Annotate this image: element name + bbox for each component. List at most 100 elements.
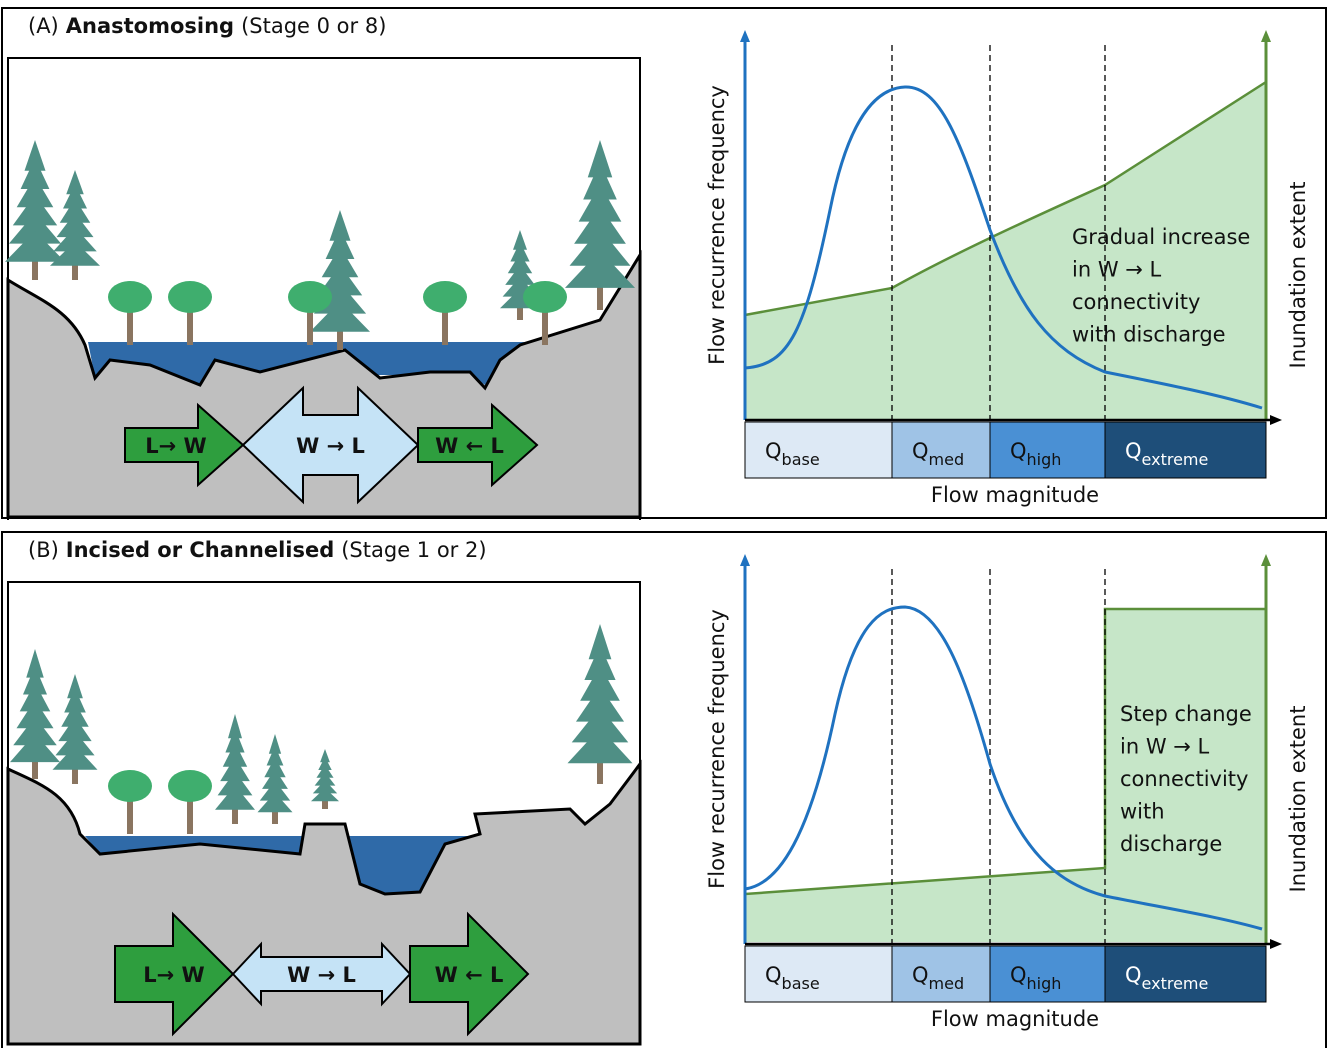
annotation: Gradual increase — [1072, 225, 1250, 249]
annotation: connectivity — [1120, 767, 1248, 791]
trunk — [442, 305, 448, 345]
tree-foliage — [5, 231, 65, 262]
tree-foliage — [168, 281, 212, 313]
panel-title: (A) Anastomosing (Stage 0 or 8) — [28, 14, 386, 38]
panel-label: (A) — [28, 14, 59, 38]
panel-title: (B) Incised or Channelised (Stage 1 or 2) — [28, 538, 487, 562]
tree-foliage — [314, 772, 336, 786]
tree-foliage — [329, 210, 351, 241]
tree-foliage — [215, 785, 255, 810]
tree-foliage — [505, 265, 535, 285]
tree-foliage — [571, 707, 629, 743]
tree-foliage — [311, 788, 339, 802]
tree-foliage — [19, 682, 51, 712]
tree-foliage — [23, 665, 47, 695]
bin-label: Qextreme — [1125, 439, 1208, 469]
trunk — [307, 305, 313, 345]
tree-foliage — [567, 728, 633, 764]
water — [85, 824, 470, 894]
tree-foliage — [523, 281, 567, 313]
exchange-arrow — [114, 911, 235, 1037]
axis-head — [1261, 30, 1271, 42]
axis-head — [740, 554, 750, 566]
tree-foliage — [64, 688, 86, 713]
bin-subscript: extreme — [1142, 974, 1209, 993]
bin-symbol: Q — [1125, 439, 1142, 463]
bin-subscript: high — [1027, 974, 1062, 993]
tree-foliage — [321, 246, 359, 278]
annotation: Step change — [1120, 702, 1252, 726]
annotation: with — [1120, 800, 1165, 824]
bin-label: Qbase — [765, 963, 820, 993]
tree-foliage — [580, 665, 620, 701]
frequency-curve — [744, 85, 1263, 410]
tree-foliage — [217, 771, 253, 796]
trunk — [542, 305, 548, 345]
panel-name: Anastomosing — [66, 14, 234, 38]
arrow-label: W ← L — [435, 434, 504, 458]
tree-foliage — [262, 769, 288, 789]
bin-subscript: high — [1027, 450, 1062, 469]
tree-foliage — [507, 253, 533, 274]
frequency-curve — [744, 605, 1263, 931]
tree-foliage — [588, 624, 612, 660]
tree-foliage — [52, 745, 98, 770]
tree-foliage — [584, 644, 616, 680]
tree-foliage — [26, 649, 44, 678]
tree-foliage — [16, 699, 54, 729]
tree-foliage — [310, 301, 370, 332]
flow-bin — [744, 421, 893, 479]
tree-foliage — [320, 749, 330, 763]
bin-subscript: extreme — [1142, 450, 1209, 469]
tree-foliage — [266, 745, 284, 766]
tree-foliage — [575, 686, 625, 722]
bin-symbol: Q — [765, 963, 782, 987]
bin-symbol: Q — [1010, 963, 1027, 987]
bin-label: Qmed — [912, 439, 964, 469]
tree-foliage — [66, 170, 84, 195]
tree-foliage — [13, 716, 57, 746]
tree-foliage — [12, 194, 58, 226]
flow-bin — [1104, 945, 1267, 1003]
arrow-label: L→ W — [143, 963, 204, 987]
panel-frame — [1, 7, 1327, 519]
tree-foliage — [264, 757, 286, 778]
bin-subscript: base — [782, 974, 820, 993]
bin-subscript: med — [929, 974, 965, 993]
tree-foliage — [108, 281, 152, 313]
axis-head — [1261, 554, 1271, 566]
tree-foliage — [168, 770, 212, 802]
tree-foliage — [510, 241, 530, 262]
bin-label: Qbase — [765, 439, 820, 469]
panel-frame — [1, 531, 1327, 1048]
tree-foliage — [24, 140, 46, 171]
tree-foliage — [59, 198, 91, 223]
inundation-area — [745, 609, 1266, 942]
tree-foliage — [257, 792, 293, 813]
bin-symbol: Q — [912, 963, 929, 987]
annotation: connectivity — [1072, 290, 1200, 314]
annotation: in W → L — [1072, 258, 1162, 282]
tree-foliage — [108, 770, 152, 802]
tree-foliage — [55, 731, 95, 756]
axis-head — [740, 30, 750, 42]
annotation: in W → L — [1120, 735, 1210, 759]
bin-label: Qmed — [912, 963, 964, 993]
flow-bin — [989, 945, 1106, 1003]
x-axis-label: Flow magnitude — [931, 483, 1099, 507]
trunk — [127, 794, 133, 834]
tree-foliage — [222, 742, 248, 767]
tree-foliage — [61, 702, 89, 727]
arrow-label: W → L — [287, 963, 356, 987]
flow-bin — [1104, 421, 1267, 479]
tree-foliage — [423, 281, 467, 313]
tree-foliage — [565, 250, 635, 288]
y-axis-label: Flow recurrence frequency — [705, 609, 729, 889]
tree-foliage — [288, 281, 332, 313]
tree-foliage — [587, 140, 613, 178]
tree-foliage — [8, 212, 62, 244]
tree-foliage — [312, 780, 338, 794]
axis-head — [1270, 415, 1282, 425]
inundation-line — [744, 80, 1267, 317]
